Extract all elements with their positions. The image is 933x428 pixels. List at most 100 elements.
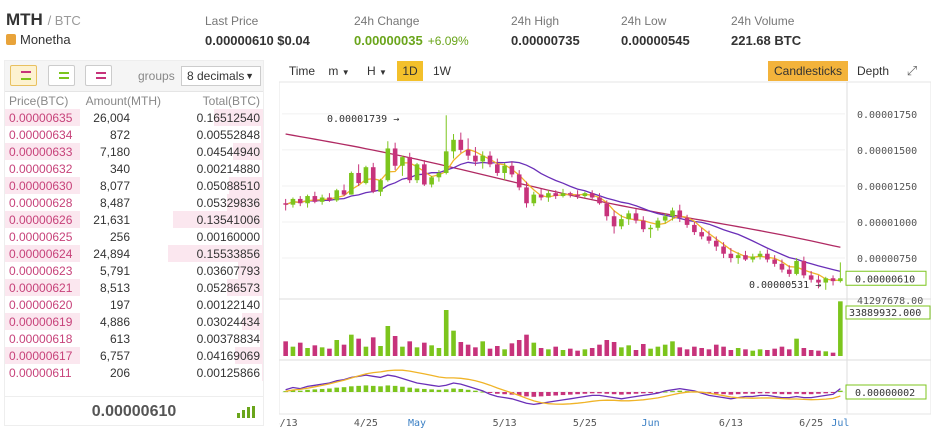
candle <box>684 214 690 228</box>
candle <box>349 171 354 195</box>
fullscreen-button[interactable]: ⤢ <box>901 61 923 81</box>
view-buy-button[interactable] <box>48 65 75 86</box>
macd-bar <box>619 392 624 395</box>
candle-body <box>830 278 836 282</box>
macd-bar <box>801 392 807 395</box>
volume-bar <box>772 348 777 356</box>
orderbook-row[interactable]: 0.00000611 206 0.00125866 <box>5 364 263 381</box>
interval-1w-button[interactable]: 1W <box>433 64 451 78</box>
stat-24h-volume: 24h Volume 221.68 BTC <box>731 14 801 48</box>
candle-body <box>553 193 559 197</box>
depth-bar <box>232 143 263 160</box>
column-price: Price(BTC) <box>9 94 69 108</box>
orderbook-row[interactable]: 0.00000630 8,077 0.05088510 <box>5 177 263 194</box>
volume-bar <box>546 349 551 356</box>
volume-bar <box>370 337 376 356</box>
candle <box>713 236 719 251</box>
candlesticks-button[interactable]: Candlesticks <box>768 61 848 81</box>
orderbook-amount: 613 <box>109 332 130 346</box>
price-tick-label: 0.00000750 <box>857 254 917 265</box>
candle <box>429 175 434 188</box>
volume-bar <box>297 342 303 356</box>
candle <box>443 115 449 175</box>
candle <box>772 255 777 267</box>
view-both-button[interactable] <box>10 65 37 86</box>
interval-1d-button[interactable]: 1D <box>397 61 423 81</box>
macd-current-label: 0.00000002 <box>855 388 915 399</box>
column-amount: Amount(MTH) <box>85 94 161 108</box>
stat-24h-change: 24h Change 0.00000035 +6.09% <box>354 14 469 48</box>
market-header: MTH / BTC Monetha Last Price 0.00000610 … <box>0 0 933 57</box>
candlestick-chart[interactable]: 0.00001750 0.00001500 0.00001250 0.00001000… <box>279 60 931 428</box>
low-annotation: 0.00000531 → <box>749 280 821 291</box>
candle <box>619 214 624 230</box>
candle-body <box>538 194 544 198</box>
orderbook-amount: 4,886 <box>99 315 130 329</box>
hour-label: H <box>367 64 376 78</box>
candle-body <box>290 198 296 205</box>
volume-bar <box>407 341 413 356</box>
volume-bar <box>816 350 821 356</box>
orderbook-row[interactable]: 0.00000623 5,791 0.03607793 <box>5 262 263 279</box>
volume-bar <box>692 346 697 356</box>
candle-body <box>662 216 668 221</box>
orderbook-row[interactable]: 0.00000618 613 0.00378834 <box>5 330 263 347</box>
macd-bar <box>297 390 303 392</box>
volume-bar <box>392 336 398 356</box>
orderbook-row[interactable]: 0.00000624 24,894 0.15533856 <box>5 245 263 262</box>
volume-bar <box>567 348 573 356</box>
candle-body <box>743 255 748 260</box>
orderbook-total: 0.16512540 <box>196 111 260 125</box>
x-tick-label: 6/13 <box>719 418 743 428</box>
candle-body <box>757 253 763 257</box>
coin-name[interactable]: Monetha <box>6 32 71 47</box>
orderbook-price: 0.00000623 <box>9 264 73 278</box>
orderbook-row[interactable]: 0.00000620 197 0.00122140 <box>5 296 263 313</box>
orderbook-row[interactable]: 0.00000633 7,180 0.04544940 <box>5 143 263 160</box>
decimals-select[interactable]: 8 decimals ▼ <box>181 66 261 86</box>
candle-body <box>451 139 456 152</box>
candle-body <box>327 197 332 201</box>
candle <box>341 184 347 197</box>
macd-bar <box>451 388 456 392</box>
candle-body <box>400 157 405 166</box>
price-highlight <box>5 109 80 126</box>
depth-button[interactable]: Depth <box>856 64 890 78</box>
candle <box>735 252 741 264</box>
volume-bar <box>341 344 347 356</box>
view-sell-button[interactable] <box>85 65 112 86</box>
candle <box>560 188 566 198</box>
orderbook-row[interactable]: 0.00000621 8,513 0.05286573 <box>5 279 263 296</box>
volume-bar <box>706 349 712 356</box>
orderbook-total: 0.05088510 <box>196 179 260 193</box>
macd-bar <box>516 392 522 396</box>
macd-bar <box>721 392 726 395</box>
hour-interval-dropdown[interactable]: H ▼ <box>363 61 391 81</box>
orderbook-row[interactable]: 0.00000619 4,886 0.03024434 <box>5 313 263 330</box>
minute-interval-dropdown[interactable]: m ▼ <box>325 61 353 81</box>
macd-bar <box>779 392 785 395</box>
orderbook-row[interactable]: 0.00000634 872 0.00552848 <box>5 126 263 143</box>
orderbook-row[interactable]: 0.00000628 8,487 0.05329836 <box>5 194 263 211</box>
macd-bar <box>349 386 354 392</box>
candle <box>706 230 712 244</box>
volume-max-label: 41297678.00 <box>857 296 923 307</box>
candle <box>699 227 704 240</box>
orderbook-total: 0.13541006 <box>196 213 260 227</box>
candle <box>567 191 573 198</box>
volume-bar <box>363 346 369 356</box>
candle-body <box>589 193 595 198</box>
orderbook-row[interactable]: 0.00000626 21,631 0.13541006 <box>5 211 263 228</box>
candle-body <box>341 190 347 195</box>
volume-bar <box>801 348 807 356</box>
macd-bar <box>392 385 398 392</box>
volume-bar <box>597 344 602 356</box>
macd-bar <box>356 385 361 392</box>
orderbook-row[interactable]: 0.00000632 340 0.00214880 <box>5 160 263 177</box>
orderbook-row[interactable]: 0.00000625 256 0.00160000 <box>5 228 263 245</box>
orderbook-price: 0.00000635 <box>9 111 73 125</box>
volume-bar <box>765 350 770 356</box>
orderbook-row[interactable]: 0.00000617 6,757 0.04169069 <box>5 347 263 364</box>
candle-body <box>706 236 712 241</box>
orderbook-row[interactable]: 0.00000635 26,004 0.16512540 <box>5 109 263 126</box>
